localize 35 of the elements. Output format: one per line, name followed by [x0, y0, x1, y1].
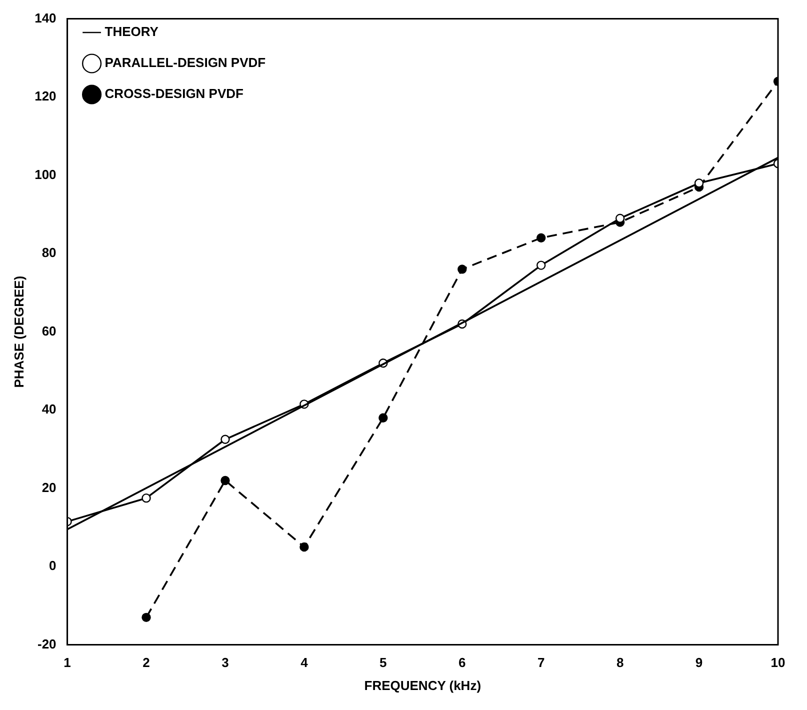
legend-label: CROSS-DESIGN PVDF — [104, 86, 244, 102]
y-tick-label: 140 — [34, 10, 56, 26]
y-tick-label: 0 — [49, 558, 56, 574]
y-tick-label: 100 — [34, 166, 56, 182]
x-tick-label: 5 — [380, 655, 387, 670]
point — [220, 476, 230, 486]
point — [615, 214, 625, 223]
y-tick-label: 20 — [42, 480, 56, 495]
x-tick-label: 4 — [300, 655, 309, 670]
point — [536, 260, 546, 270]
x-axis-title: FREQUENCY (kHz) — [364, 678, 482, 693]
y-tick-label: 40 — [42, 402, 56, 417]
x-tick-label: 2 — [142, 655, 150, 670]
point — [220, 434, 230, 444]
x-tick-label: 6 — [458, 655, 466, 670]
point — [142, 493, 151, 503]
x-tick-label: 7 — [537, 655, 545, 670]
y-tick-label: 80 — [42, 245, 56, 260]
x-tick-label: 1 — [64, 655, 71, 670]
point — [300, 542, 309, 552]
legend-label: THEORY — [104, 24, 159, 40]
legend-label: PARALLEL-DESIGN PVDF — [104, 55, 266, 70]
y-tick-label: -20 — [37, 636, 56, 652]
point — [536, 233, 546, 242]
point — [378, 413, 388, 422]
y-tick-label: 60 — [42, 323, 56, 338]
x-tick-label: 8 — [616, 655, 624, 670]
y-axis-title: PHASE (DEGREE) — [11, 276, 26, 388]
point — [694, 178, 704, 188]
x-tick-label: 3 — [222, 655, 229, 670]
y-tick-label: 120 — [34, 88, 56, 104]
x-tick-label: 9 — [695, 655, 703, 670]
x-tick-label: 10 — [770, 655, 786, 670]
point — [458, 264, 467, 274]
point — [142, 612, 151, 622]
